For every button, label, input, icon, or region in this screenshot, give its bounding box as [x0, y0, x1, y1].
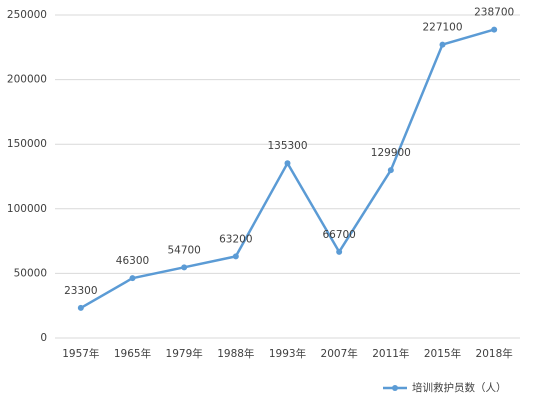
- x-tick-label: 1965年: [114, 347, 151, 360]
- x-tick-label: 2015年: [424, 347, 461, 360]
- data-label: 23300: [64, 285, 97, 297]
- data-label: 63200: [219, 233, 252, 245]
- y-tick-label: 150000: [7, 138, 47, 150]
- marker: [491, 26, 498, 33]
- y-tick-label: 200000: [7, 74, 47, 86]
- x-tick-label: 1957年: [62, 347, 99, 360]
- y-tick-label: 50000: [14, 267, 47, 279]
- data-label: 129900: [371, 147, 411, 159]
- x-tick-label: 2018年: [476, 347, 513, 360]
- marker: [336, 248, 343, 255]
- marker: [181, 264, 188, 271]
- y-tick-label: 250000: [7, 9, 47, 21]
- legend-label: 培训救护员数（人）: [412, 381, 507, 394]
- data-label: 46300: [116, 255, 149, 267]
- data-label: 227100: [422, 22, 462, 34]
- marker: [387, 167, 394, 174]
- data-label: 66700: [322, 229, 355, 241]
- x-tick-label: 1988年: [217, 347, 254, 360]
- data-label: 238700: [474, 7, 514, 19]
- x-tick-label: 2011年: [372, 347, 409, 360]
- data-label: 135300: [267, 140, 307, 152]
- y-tick-label: 100000: [7, 203, 47, 215]
- y-tick-label: 0: [40, 332, 47, 344]
- x-tick-label: 2007年: [321, 347, 358, 360]
- x-tick-label: 1979年: [166, 347, 203, 360]
- marker: [77, 304, 84, 311]
- marker: [129, 275, 136, 282]
- marker: [439, 41, 446, 48]
- marker: [232, 253, 239, 260]
- data-label: 54700: [167, 244, 200, 256]
- legend-marker: [392, 385, 398, 391]
- marker: [284, 160, 291, 167]
- x-tick-label: 1993年: [269, 347, 306, 360]
